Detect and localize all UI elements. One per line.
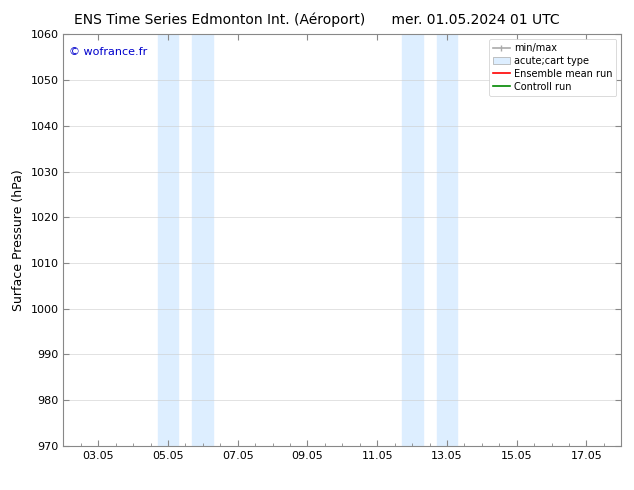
Text: © wofrance.fr: © wofrance.fr — [69, 47, 147, 57]
Bar — [157, 34, 179, 446]
Bar — [436, 34, 457, 446]
Text: ENS Time Series Edmonton Int. (Aéroport)      mer. 01.05.2024 01 UTC: ENS Time Series Edmonton Int. (Aéroport)… — [74, 12, 560, 27]
Legend: min/max, acute;cart type, Ensemble mean run, Controll run: min/max, acute;cart type, Ensemble mean … — [489, 39, 616, 96]
Bar — [192, 34, 213, 446]
Y-axis label: Surface Pressure (hPa): Surface Pressure (hPa) — [12, 169, 25, 311]
Bar — [402, 34, 422, 446]
